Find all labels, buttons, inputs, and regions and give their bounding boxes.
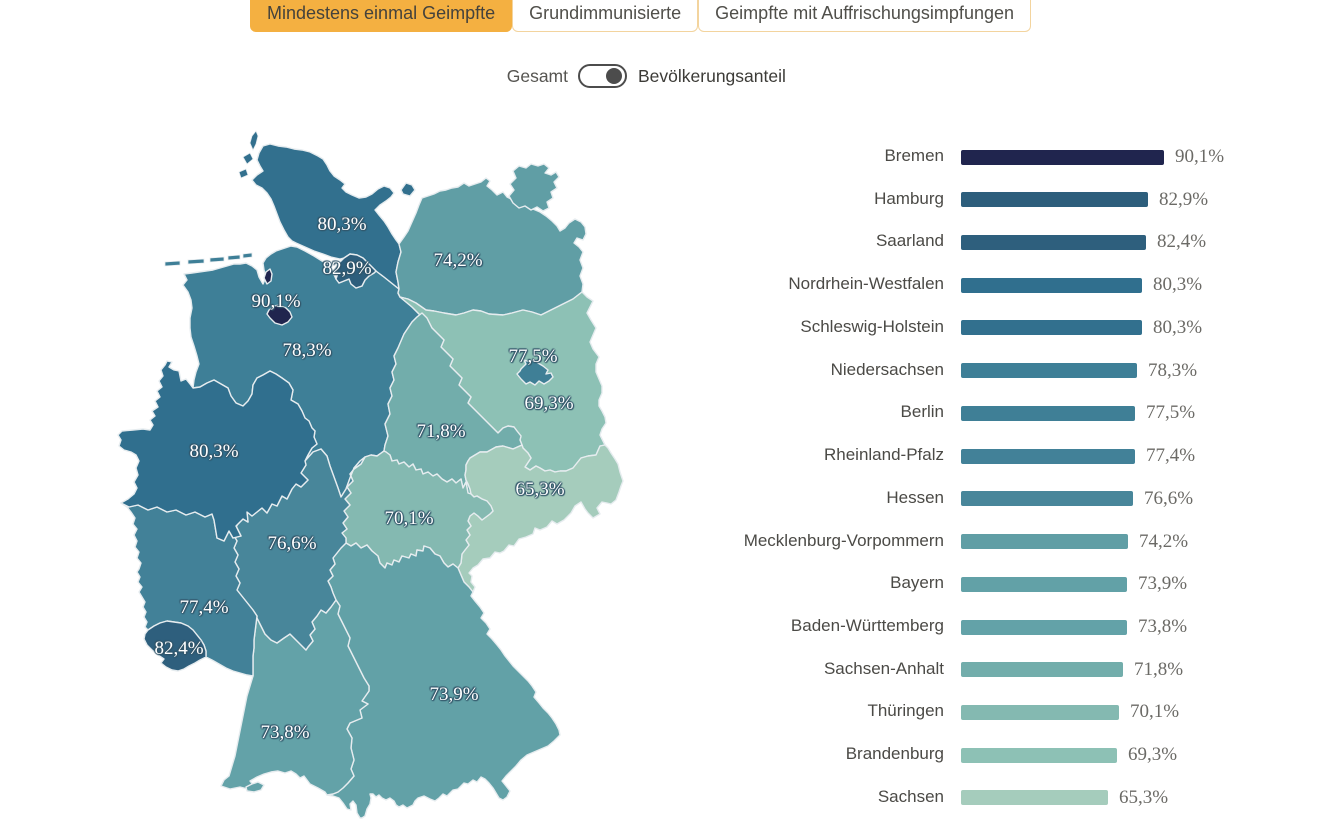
svg-text:82,9%: 82,9%	[322, 258, 371, 279]
svg-text:74,2%: 74,2%	[433, 250, 482, 271]
svg-text:78,3%: 78,3%	[282, 340, 331, 361]
svg-text:90,1%: 90,1%	[251, 291, 300, 312]
svg-text:80,3%: 80,3%	[189, 441, 238, 462]
svg-text:82,4%: 82,4%	[154, 638, 203, 659]
svg-text:70,1%: 70,1%	[384, 508, 433, 529]
svg-text:77,4%: 77,4%	[179, 597, 228, 618]
svg-text:65,3%: 65,3%	[515, 479, 564, 500]
svg-text:69,3%: 69,3%	[524, 393, 573, 414]
svg-text:71,8%: 71,8%	[416, 421, 465, 442]
svg-text:77,5%: 77,5%	[508, 346, 557, 367]
svg-text:73,9%: 73,9%	[429, 684, 478, 705]
svg-text:73,8%: 73,8%	[260, 722, 309, 743]
svg-text:80,3%: 80,3%	[317, 214, 366, 235]
svg-text:76,6%: 76,6%	[267, 533, 316, 554]
